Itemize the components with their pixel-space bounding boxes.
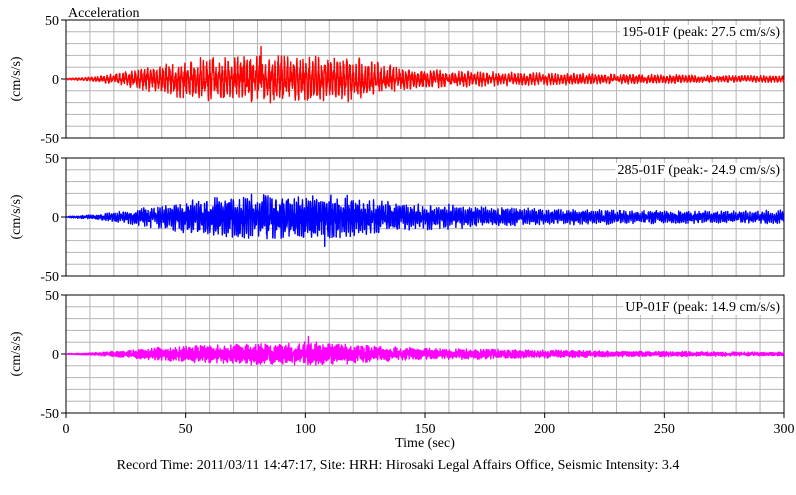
waveform-series [65, 45, 785, 104]
series-label-bg [615, 163, 783, 178]
y-tick-label: 50 [45, 289, 59, 304]
x-tick-label: 100 [295, 422, 316, 437]
x-tick-label: 150 [415, 422, 436, 437]
series-label-bg [620, 25, 783, 40]
waveform-series [65, 335, 785, 366]
series-label: 195-01F (peak: 27.5 cm/s/s) [622, 25, 780, 40]
waveform-series [65, 193, 785, 248]
chart-panels: 50 0 -50 (cm/s/s) 195-01F (peak: 27.5 cm/s/s… [9, 14, 785, 422]
y-axis-label: (cm/s/s) [9, 56, 24, 101]
x-tick-label: 0 [63, 422, 70, 437]
x-tick-label: 250 [654, 422, 675, 437]
y-axis-label: (cm/s/s) [9, 194, 24, 239]
y-tick-label: -50 [40, 132, 59, 147]
panel-1: 50 0 -50 (cm/s/s) 195-01F (peak: 27.5 cm/s/s… [9, 14, 785, 147]
y-tick-label: 0 [52, 73, 59, 88]
y-tick-label: -50 [40, 407, 59, 422]
y-axis-label: (cm/s/s) [9, 331, 24, 376]
series-label-bg [623, 300, 783, 315]
panel-3: 50 0 -50 (cm/s/s) UP-01F (peak: 14.9 cm/s/s) [9, 289, 785, 422]
record-caption: Record Time: 2011/03/11 14:47:17, Site: … [116, 458, 680, 473]
x-tick-label: 50 [179, 422, 193, 437]
x-axis-ticks: 0 50 100 150 200 250 300 [63, 413, 795, 437]
y-tick-label: 50 [45, 14, 59, 29]
series-label: 285-01F (peak:- 24.9 cm/s/s) [617, 163, 780, 178]
y-tick-label: 0 [52, 211, 59, 226]
x-tick-label: 200 [534, 422, 555, 437]
y-tick-label: -50 [40, 270, 59, 285]
x-tick-label: 300 [774, 422, 795, 437]
x-axis-label: Time (sec) [395, 436, 455, 451]
chart-title: Acceleration [68, 6, 140, 21]
y-tick-label: 50 [45, 152, 59, 167]
series-label: UP-01F (peak: 14.9 cm/s/s) [625, 300, 780, 315]
panel-2: 50 0 -50 (cm/s/s) 285-01F (peak:- 24.9 cm/s/… [9, 152, 785, 285]
y-tick-label: 0 [52, 348, 59, 363]
